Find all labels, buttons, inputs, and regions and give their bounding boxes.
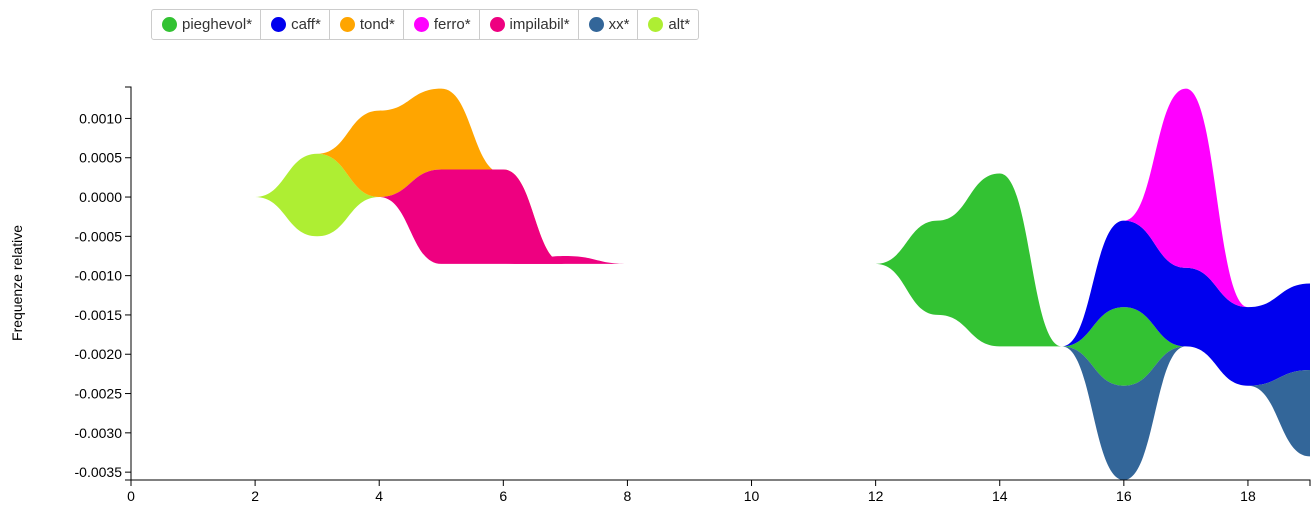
legend-item[interactable]: ferro* [404,10,480,39]
stream-area[interactable] [255,88,566,264]
x-tick-label: 0 [127,488,135,504]
stream-area[interactable] [1061,88,1310,347]
legend-swatch-icon [339,17,355,32]
legend-swatch-icon [162,17,177,32]
legend-swatch-icon [489,17,505,32]
legend-label: pieghevol* [182,16,253,33]
legend-label: xx* [608,16,630,33]
x-axis-line [130,479,1311,486]
legend-item[interactable]: impilabil* [480,10,579,39]
x-tick-label: 4 [375,488,383,504]
legend-swatch-icon [588,17,604,32]
stream-area[interactable] [193,153,442,264]
x-tick-label: 6 [499,488,507,504]
chart-legend: pieghevol* caff* tond* ferro* impilabil* xx* a… [151,9,700,40]
y-tick-label: -0.0030 [75,425,123,441]
stream-area[interactable] [1061,220,1310,386]
legend-label: ferro* [433,16,471,33]
legend-label: tond* [359,16,395,33]
stream-areas [193,88,1310,480]
stream-area[interactable] [317,169,628,264]
stream-area[interactable] [1061,307,1186,386]
y-axis-line [125,86,132,481]
legend-label: alt* [668,16,691,33]
y-tick-label: 0.0005 [79,150,122,166]
legend-item[interactable]: pieghevol* [152,10,262,39]
legend-label: impilabil* [509,16,570,33]
x-tick-label: 2 [251,488,259,504]
legend-swatch-icon [648,17,664,32]
y-axis-title: Frequenze relative [9,225,25,341]
x-tick-label: 16 [1116,488,1132,504]
legend-item[interactable]: tond* [330,10,404,39]
y-tick-label: -0.0010 [75,268,123,284]
y-tick-label: -0.0005 [75,228,123,244]
x-tick-label: 12 [868,488,884,504]
legend-swatch-icon [413,17,429,32]
x-tick-label: 10 [744,488,760,504]
y-tick-label: -0.0025 [75,386,123,402]
stream-area[interactable] [813,173,1062,347]
y-tick-label: -0.0020 [75,346,123,362]
legend-swatch-icon [271,17,287,32]
stream-area[interactable] [503,256,628,264]
legend-item[interactable]: alt* [638,10,698,39]
stream-area[interactable] [1061,346,1310,480]
legend-item[interactable]: xx* [579,10,639,39]
legend-label: caff* [291,16,321,33]
y-tick-label: -0.0035 [75,464,123,480]
y-tick-label: 0.0000 [79,189,122,205]
x-tick-label: 18 [1240,488,1256,504]
x-tick-label: 8 [624,488,632,504]
y-tick-label: 0.0010 [79,110,122,126]
x-tick-label: 14 [992,488,1008,504]
x-axis: 0 2 4 6 8 10 12 14 16 18 [127,479,1311,504]
y-axis: 0.0010 0.0005 0.0000 -0.0005 -0.0010 -0.0015 -… [75,86,132,481]
legend-item[interactable]: caff* [261,10,330,39]
y-tick-label: -0.0015 [75,307,123,323]
